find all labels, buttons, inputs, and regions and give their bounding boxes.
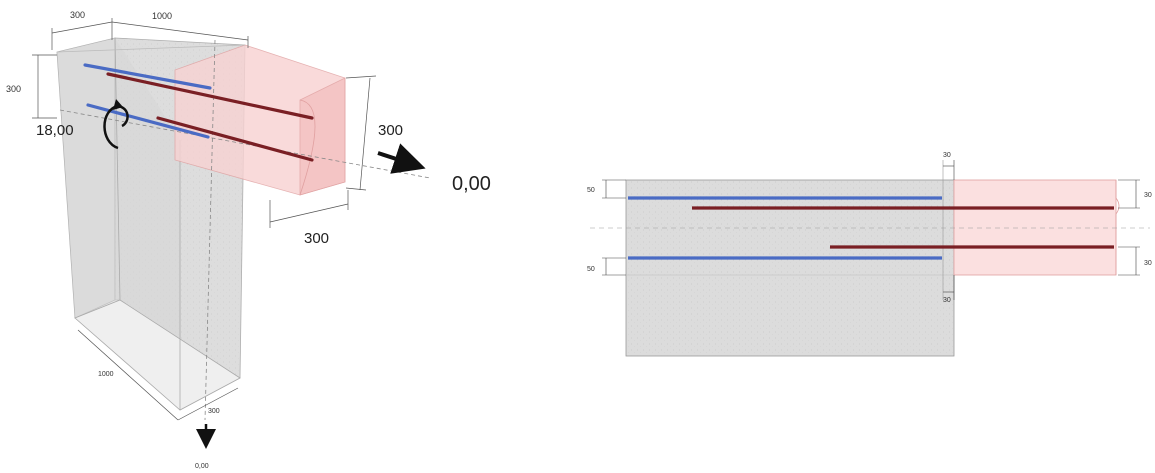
dim-left-side: 300 (6, 84, 21, 94)
moment-arrow-icon (103, 99, 129, 150)
section-beam (953, 179, 1117, 276)
rebar-top-blue (83, 63, 212, 90)
section-dim-left-bottom: 50 (587, 266, 595, 273)
force-arrow-icon (377, 143, 426, 174)
dim-top-right: 1000 (152, 11, 172, 21)
section-dim-left (602, 179, 626, 276)
section-beam-break (1115, 180, 1120, 275)
section-dim-right-top: 30 (1144, 192, 1152, 199)
bottom-force-value: 0,00 (195, 463, 209, 470)
dimension-lines-right (269, 75, 377, 228)
dim-right-height: 300 (378, 122, 403, 139)
section-dim-right (1118, 179, 1140, 276)
dimension-lines-base (77, 329, 239, 421)
section-dim-gap (943, 160, 955, 300)
dim-top-left: 300 (70, 10, 85, 20)
rebar-bottom-red (156, 116, 314, 162)
dimension-lines-left (32, 54, 57, 119)
section-view: 50 50 30 30 30 30 (587, 152, 1152, 357)
dim-right-width: 300 (304, 230, 329, 247)
section-dim-left-top: 50 (587, 187, 595, 194)
isometric-view: 300 1000 300 18,00 300 300 0,00 1000 (6, 10, 491, 470)
rebar-top-red (106, 72, 314, 120)
section-dim-top-gap: 30 (943, 152, 951, 159)
column-centerline (204, 39, 216, 421)
dim-base-length: 1000 (98, 371, 114, 378)
section-dim-bottom-gap: 30 (943, 297, 951, 304)
dim-base-width: 300 (208, 408, 220, 415)
moment-value: 18,00 (36, 122, 74, 139)
rebar-bottom-blue (86, 103, 210, 139)
dimension-lines-top (51, 18, 249, 50)
section-dim-right-bottom: 30 (1144, 260, 1152, 267)
force-value: 0,00 (452, 173, 491, 195)
